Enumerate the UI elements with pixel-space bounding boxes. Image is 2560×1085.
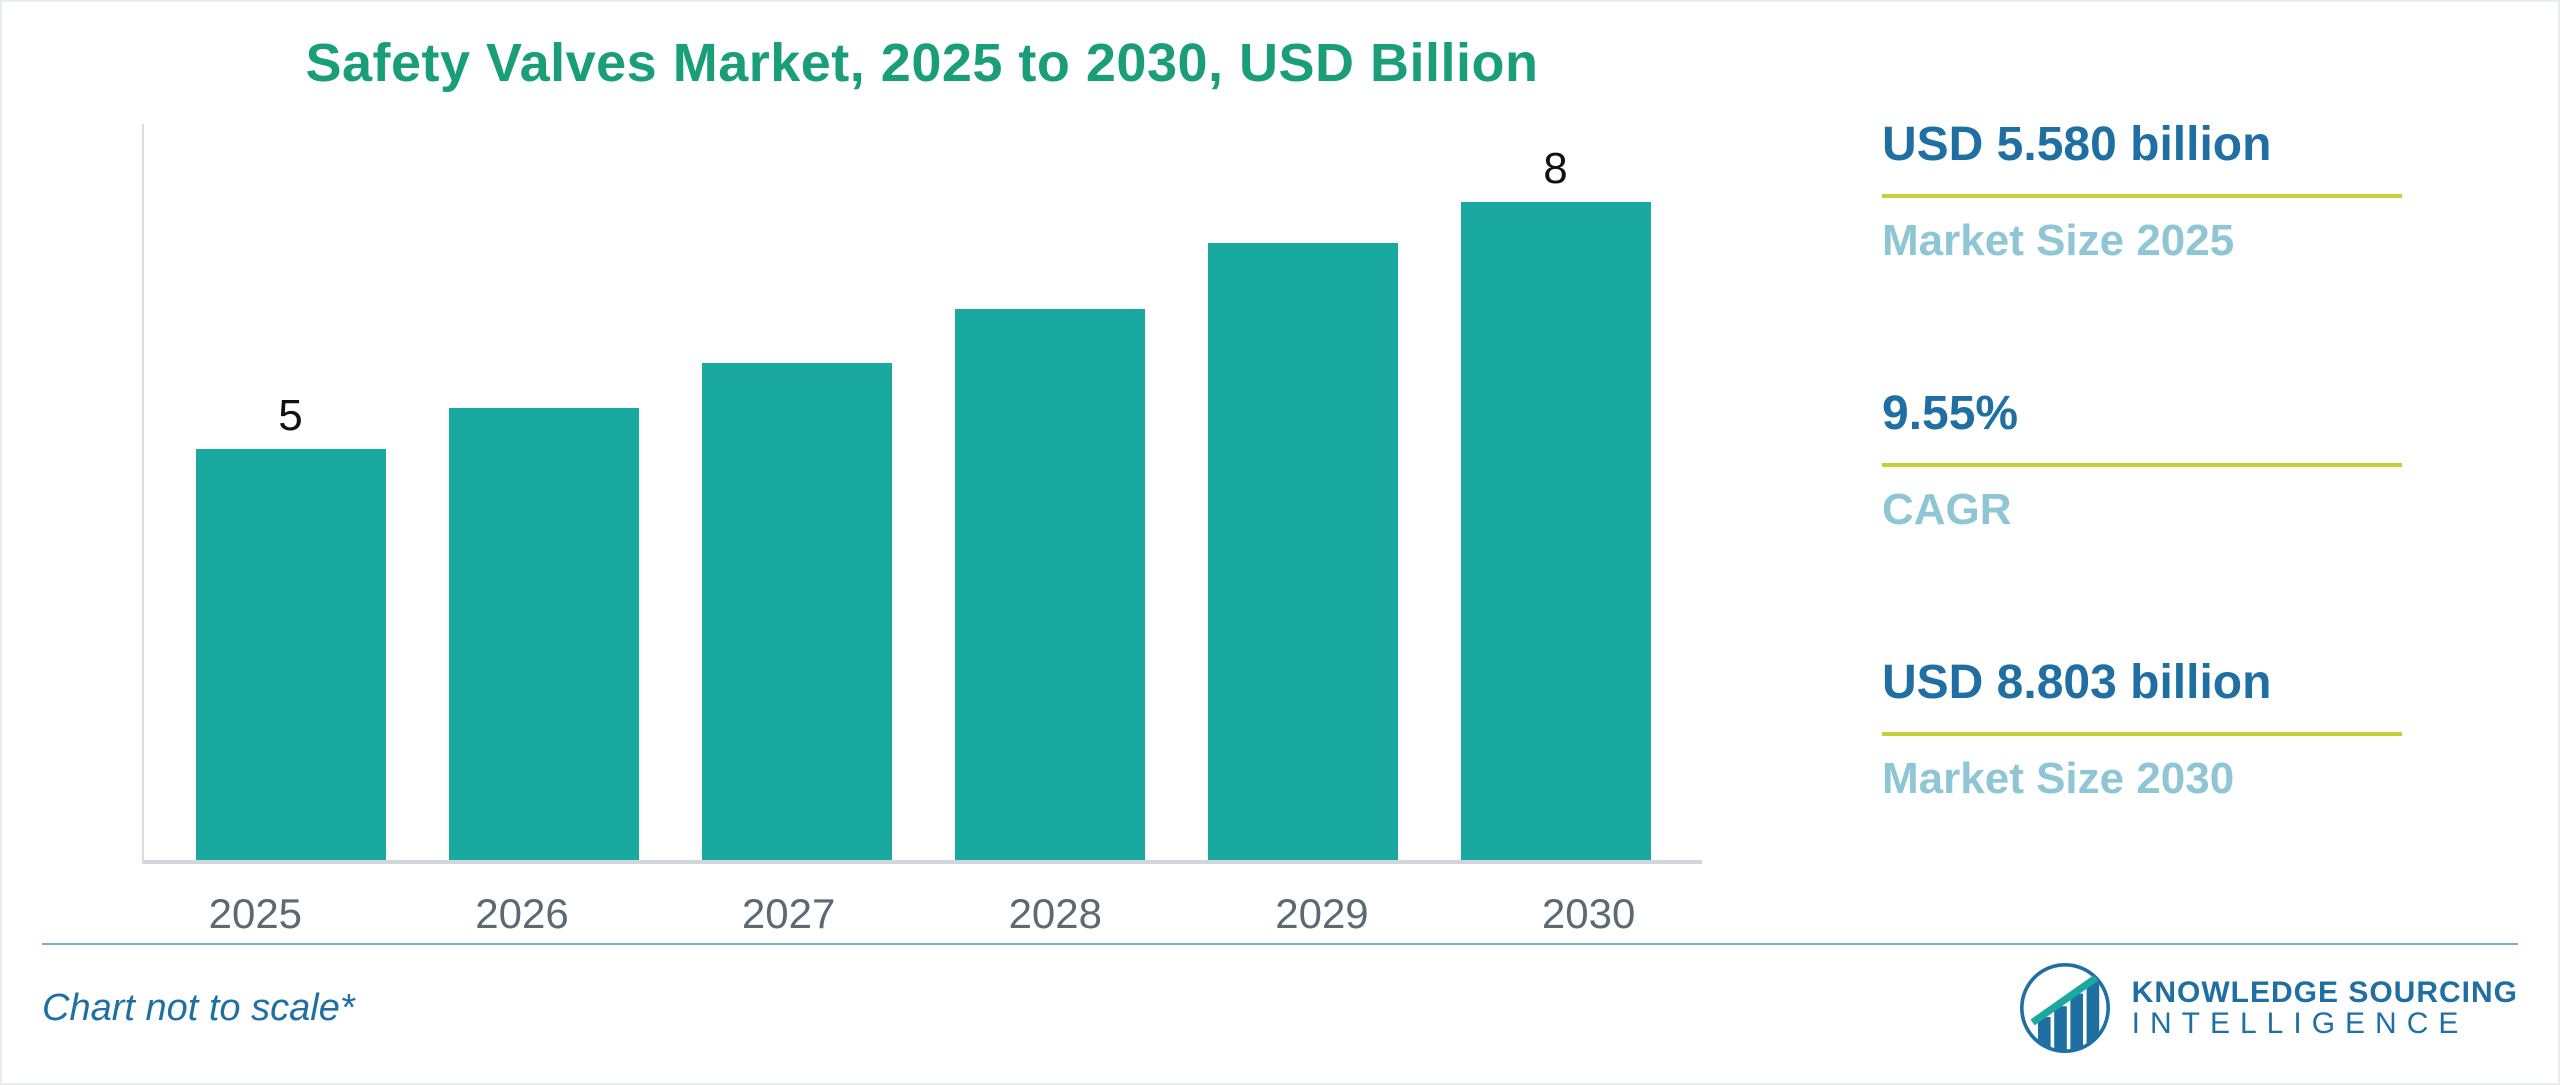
logo-line1: KNOWLEDGE SOURCING [2132,977,2518,1009]
metric-divider [1882,194,2402,198]
footer: Chart not to scale* KNOWLEDGE SOURCING [42,953,2518,1063]
x-tick-label: 2027 [694,890,884,938]
chart-title: Safety Valves Market, 2025 to 2030, USD … [102,32,1742,94]
metrics-column: USD 5.580 billion Market Size 2025 9.55% CA… [1762,22,2518,942]
metric-divider [1882,463,2402,467]
bar-value-label: 5 [278,389,302,441]
logo-text: KNOWLEDGE SOURCING INTELLIGENCE [2132,977,2518,1040]
chart-footnote: Chart not to scale* [42,987,355,1030]
bar: 8 [1461,142,1651,860]
metric: USD 8.803 billion Market Size 2030 [1882,655,2478,804]
bar [449,348,639,860]
bar [702,303,892,860]
bar-rect [1208,243,1398,860]
bar-rect [702,363,892,860]
x-tick-label: 2030 [1494,890,1684,938]
chart-column: Safety Valves Market, 2025 to 2030, USD … [42,22,1762,942]
x-tick-label: 2028 [960,890,1150,938]
metric-label: Market Size 2030 [1882,754,2478,804]
metric-label: Market Size 2025 [1882,216,2478,266]
metric-label: CAGR [1882,485,2478,535]
top-row: Safety Valves Market, 2025 to 2030, USD … [42,22,2518,942]
bar [955,249,1145,860]
bar: 5 [196,389,386,860]
logo-icon [2020,963,2110,1053]
logo-line2: INTELLIGENCE [2132,1008,2518,1040]
metric-value: USD 5.580 billion [1882,117,2478,172]
bar-rect [449,408,639,860]
x-tick-label: 2029 [1227,890,1417,938]
x-tick-label: 2025 [160,890,350,938]
bar-rect [196,449,386,860]
brand-logo: KNOWLEDGE SOURCING INTELLIGENCE [2020,963,2518,1053]
metric-value: USD 8.803 billion [1882,655,2478,710]
bar [1208,183,1398,860]
x-tick-label: 2026 [427,890,617,938]
metric: 9.55% CAGR [1882,386,2478,535]
footer-divider [42,943,2518,945]
metric: USD 5.580 billion Market Size 2025 [1882,117,2478,266]
bar-rect [955,309,1145,860]
report-card: Safety Valves Market, 2025 to 2030, USD … [0,0,2560,1085]
bar-chart: 58 [142,124,1702,864]
x-axis-labels: 2025 2026 2027 2028 2029 2030 [102,864,1742,938]
bar-rect [1461,202,1651,860]
bar-value-label: 8 [1543,142,1567,194]
bars-container: 58 [144,124,1702,860]
metric-divider [1882,732,2402,736]
metric-value: 9.55% [1882,386,2478,441]
